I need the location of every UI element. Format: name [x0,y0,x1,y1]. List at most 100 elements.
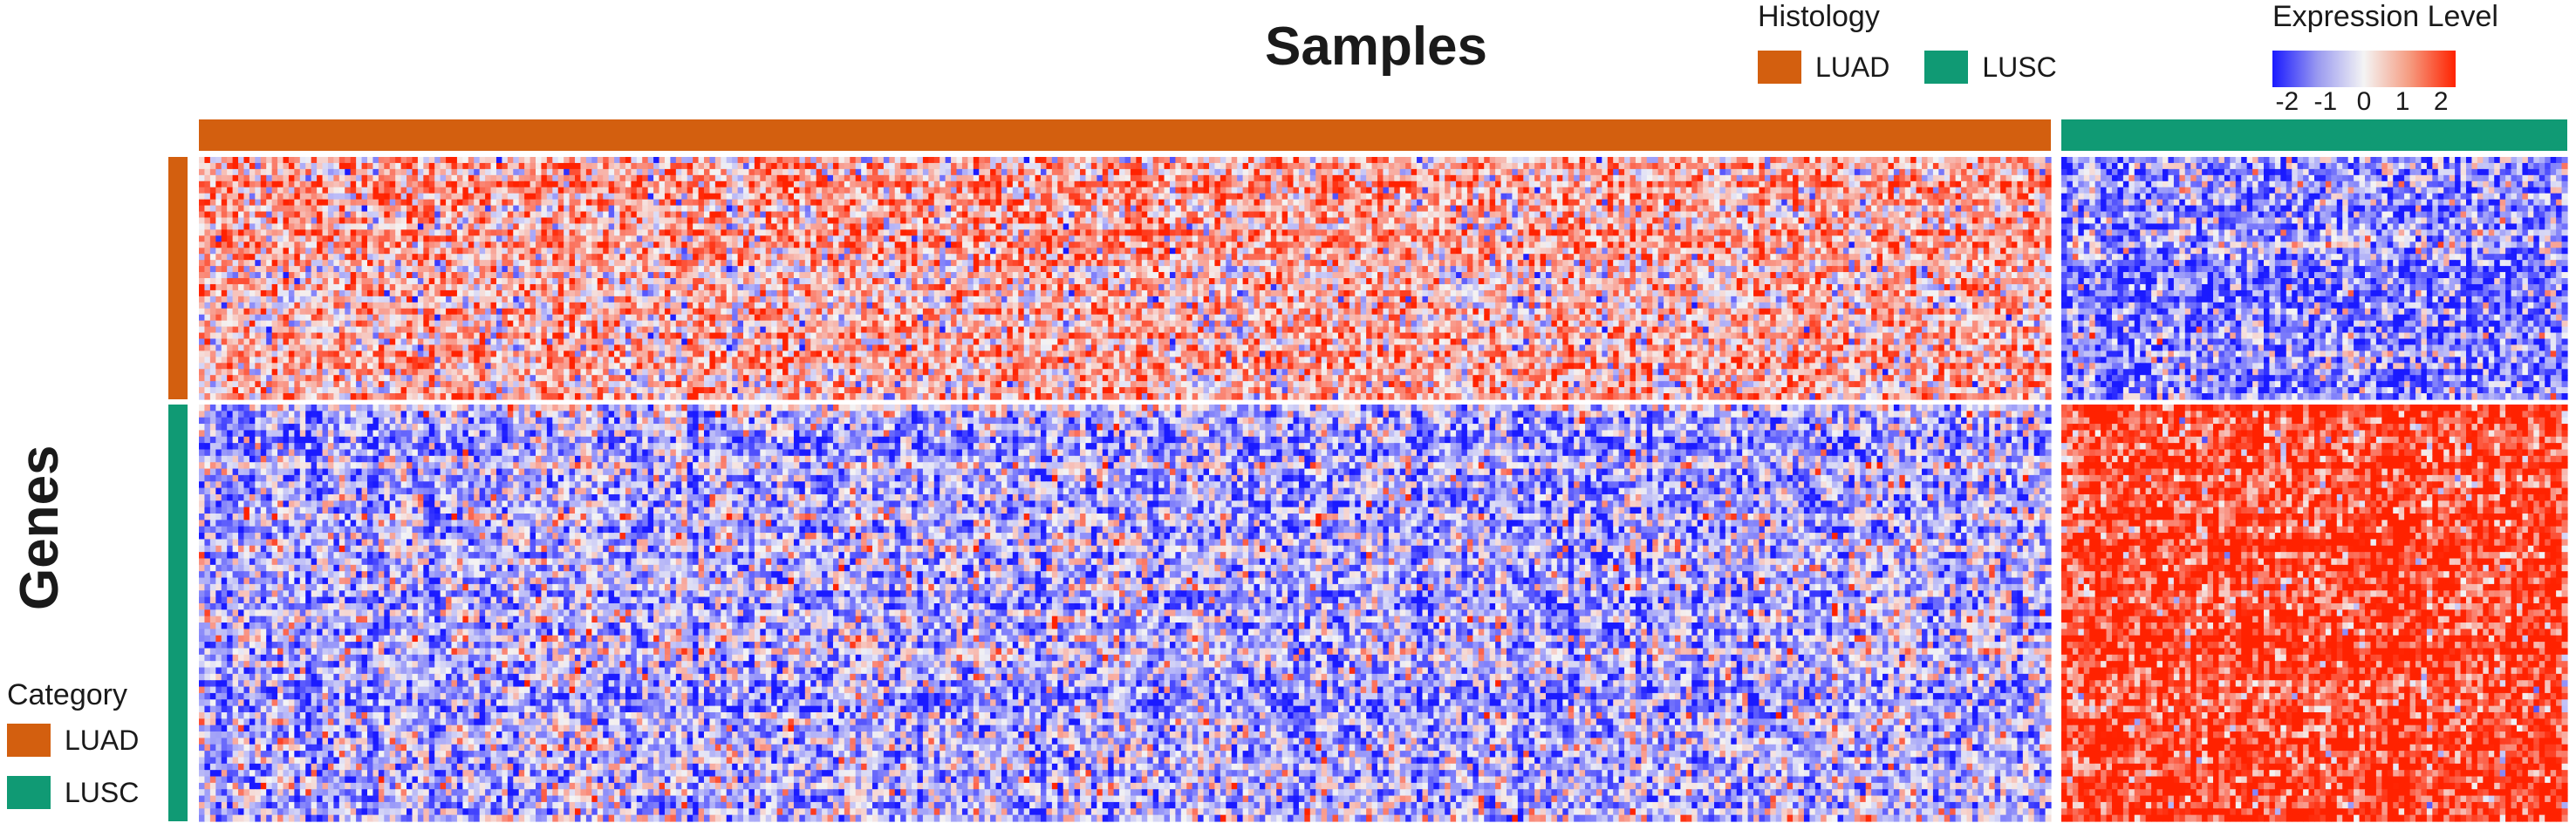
heatmap-cell [401,169,407,176]
heatmap-cell [934,181,940,188]
heatmap-cell [1989,194,1995,201]
heatmap-cell [1664,181,1670,188]
heatmap-cell [204,169,210,176]
heatmap-cell [1585,187,1591,194]
heatmap-cell [1394,187,1400,194]
heatmap-cell [199,175,205,182]
heatmap-cell [395,194,401,201]
heatmap-cell [1848,163,1855,170]
heatmap-cell [441,175,447,182]
heatmap-cell [474,175,480,182]
heatmap-cell [1125,200,1131,207]
heatmap-cell [1624,169,1630,176]
heatmap-cell [1877,194,1883,201]
heatmap-cell [1619,163,1625,170]
heatmap-cell [446,175,452,182]
heatmap-cell [1636,187,1642,194]
heatmap-cell [1950,200,1956,207]
heatmap-cell [1956,169,1962,176]
heatmap-cell [547,200,553,207]
heatmap-cell [1057,175,1063,182]
heatmap-cell [967,200,974,207]
heatmap-cell [934,163,940,170]
heatmap-cell [940,157,946,164]
heatmap-cell [390,169,396,176]
heatmap-cell [591,194,598,201]
heatmap-cell [1411,200,1418,207]
heatmap-cell [575,157,581,164]
heatmap-cell [1181,187,1187,194]
heatmap-cell [1333,200,1339,207]
heatmap-cell [1855,175,1861,182]
heatmap-cell [985,157,991,164]
heatmap-cell [1170,194,1176,201]
heatmap-cell [1170,200,1176,207]
heatmap-cell [1282,181,1288,188]
heatmap-cell [1131,169,1137,176]
heatmap-cell [1237,187,1243,194]
heatmap-cell [631,157,637,164]
heatmap-cell [1832,187,1838,194]
heatmap-cell [294,194,300,201]
heatmap-cell [1075,200,1081,207]
heatmap-cell [2028,187,2034,194]
heatmap-cell [1411,175,1418,182]
heatmap-cell [957,194,963,201]
heatmap-cell [547,194,553,201]
heatmap-cell [1018,169,1024,176]
heatmap-cell [1462,181,1468,188]
heatmap-cell [1714,181,1720,188]
heatmap-cell [844,194,851,201]
heatmap-cell [1097,187,1103,194]
heatmap-cell [441,187,447,194]
heatmap-cell [856,175,862,182]
heatmap-cell [311,175,318,182]
heatmap-cell [412,194,418,201]
heatmap-cell [1186,157,1192,164]
heatmap-cell [1613,187,1619,194]
heatmap-cell [541,194,547,201]
heatmap-cell [1838,181,1844,188]
heatmap-cell [828,175,834,182]
heatmap-cell [1422,194,1428,201]
heatmap-cell [1917,175,1923,182]
heatmap-cell [1192,157,1199,164]
heatmap-cell [1165,194,1171,201]
heatmap-cell [895,200,901,207]
heatmap-cell [1809,194,1815,201]
heatmap-cell [423,157,429,164]
heatmap-cell [536,175,542,182]
heatmap-cell [1630,163,1636,170]
heatmap-cell [1254,187,1260,194]
heatmap-cell [1759,200,1765,207]
heatmap-cell [1276,175,1282,182]
heatmap-cell [1551,200,1557,207]
heatmap-cell [1232,200,1238,207]
heatmap-cell [872,187,878,194]
heatmap-cell [423,163,429,170]
heatmap-cell [1405,169,1411,176]
heatmap-cell [1652,194,1658,201]
heatmap-cell [1204,187,1210,194]
heatmap-cell [591,187,598,194]
heatmap-cell [1271,181,1277,188]
heatmap-cell [760,169,766,176]
heatmap-cell [222,181,228,188]
heatmap-cell [1765,169,1771,176]
heatmap-cell [1719,200,1725,207]
heatmap-cell [895,187,901,194]
heatmap-cell [670,200,676,207]
heatmap-cell [351,200,357,207]
heatmap-cell [1479,169,1485,176]
heatmap-cell [727,181,733,188]
heatmap-cell [996,163,1002,170]
heatmap-cell [1405,200,1411,207]
heatmap-cell [895,169,901,176]
heatmap-cell [1562,187,1568,194]
heatmap-cell [1181,200,1187,207]
heatmap-cell [805,181,811,188]
heatmap-cell [580,175,586,182]
heatmap-cell [429,157,435,164]
heatmap-cell [1085,169,1091,176]
heatmap-cell [900,187,906,194]
